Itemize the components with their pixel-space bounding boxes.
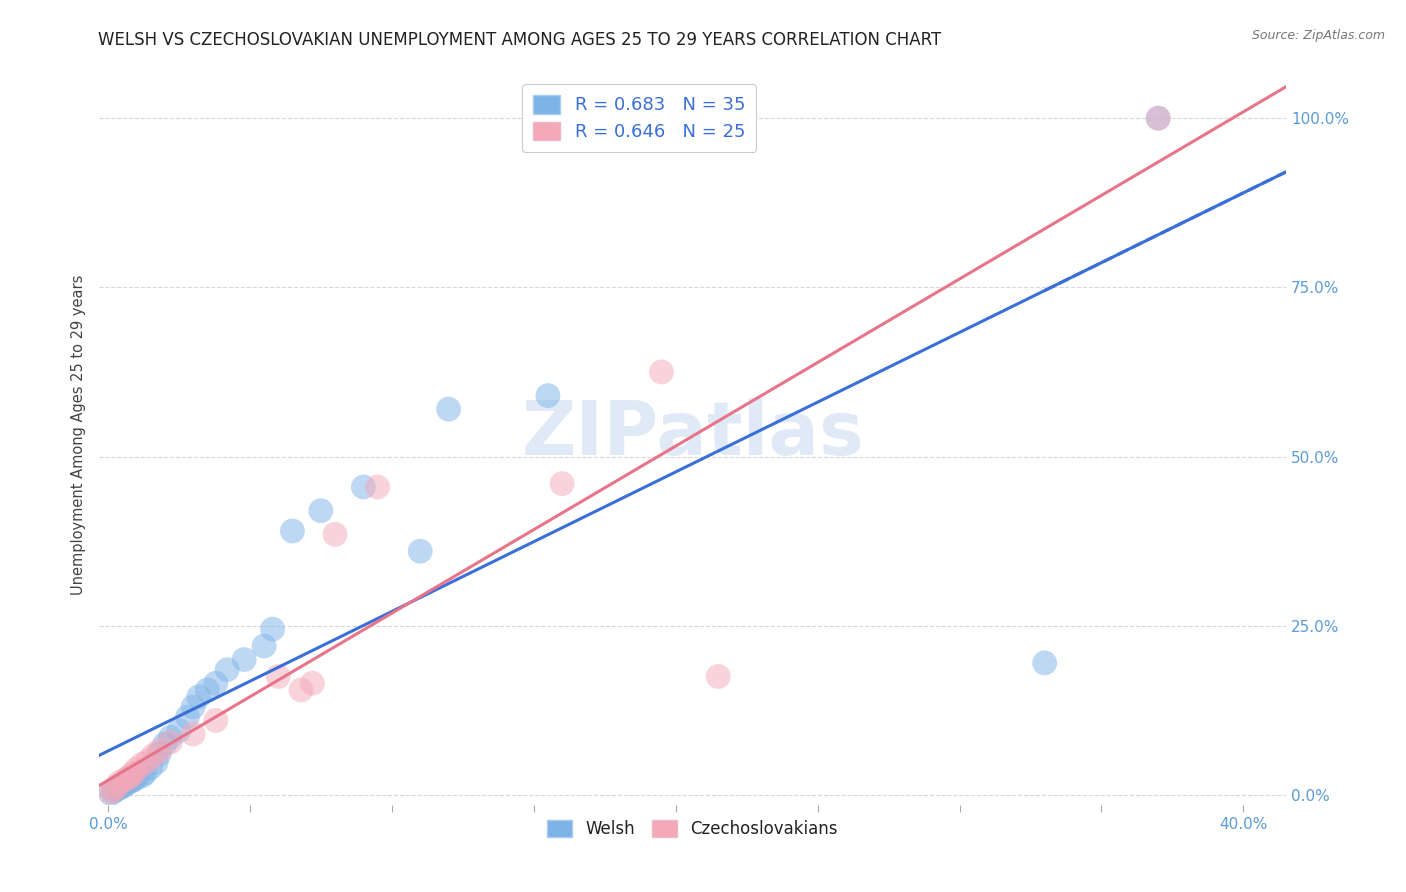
Point: [1033, 656, 1056, 670]
Point: [323, 527, 346, 541]
Point: [125, 762, 148, 776]
Point: [122, 772, 145, 787]
Text: WELSH VS CZECHOSLOVAKIAN UNEMPLOYMENT AMONG AGES 25 TO 29 YEARS CORRELATION CHAR: WELSH VS CZECHOSLOVAKIAN UNEMPLOYMENT AM…: [98, 31, 942, 49]
Point: [108, 775, 131, 789]
Point: [352, 480, 374, 494]
Point: [262, 622, 284, 636]
Point: [204, 676, 226, 690]
Point: [187, 690, 209, 704]
Point: [253, 639, 276, 653]
Text: ZIPatlas: ZIPatlas: [522, 398, 865, 471]
Point: [111, 780, 134, 794]
Point: [105, 780, 128, 794]
Y-axis label: Unemployment Among Ages 25 to 29 years: Unemployment Among Ages 25 to 29 years: [72, 275, 86, 595]
Point: [100, 785, 122, 799]
Point: [108, 781, 131, 796]
Point: [267, 669, 290, 683]
Point: [1147, 112, 1170, 126]
Point: [551, 476, 574, 491]
Point: [301, 676, 323, 690]
Point: [159, 731, 181, 745]
Point: [125, 771, 148, 785]
Point: [105, 782, 128, 797]
Point: [437, 402, 460, 417]
Text: Source: ZipAtlas.com: Source: ZipAtlas.com: [1251, 29, 1385, 42]
Point: [100, 787, 122, 801]
Point: [148, 747, 170, 762]
Point: [281, 524, 304, 538]
Point: [117, 775, 139, 789]
Point: [217, 663, 239, 677]
Point: [131, 757, 153, 772]
Point: [707, 669, 730, 683]
Point: [134, 766, 156, 780]
Point: [117, 771, 139, 785]
Point: [537, 389, 560, 403]
Point: [1147, 112, 1170, 126]
Point: [139, 761, 162, 775]
Legend: Welsh, Czechoslovakians: Welsh, Czechoslovakians: [541, 814, 845, 845]
Point: [290, 683, 312, 698]
Point: [103, 782, 125, 797]
Point: [142, 748, 165, 763]
Point: [136, 754, 159, 768]
Point: [309, 503, 332, 517]
Point: [153, 737, 176, 751]
Point: [114, 772, 136, 787]
Point: [131, 769, 153, 783]
Point: [122, 766, 145, 780]
Point: [367, 480, 389, 494]
Point: [181, 699, 204, 714]
Point: [145, 756, 167, 770]
Point: [650, 365, 672, 379]
Point: [233, 652, 256, 666]
Point: [204, 714, 226, 728]
Point: [114, 778, 136, 792]
Point: [409, 544, 432, 558]
Point: [103, 784, 125, 798]
Point: [167, 723, 190, 738]
Point: [120, 769, 142, 783]
Point: [148, 744, 170, 758]
Point: [181, 727, 204, 741]
Point: [195, 683, 218, 698]
Point: [159, 735, 181, 749]
Point: [120, 774, 142, 789]
Point: [176, 710, 198, 724]
